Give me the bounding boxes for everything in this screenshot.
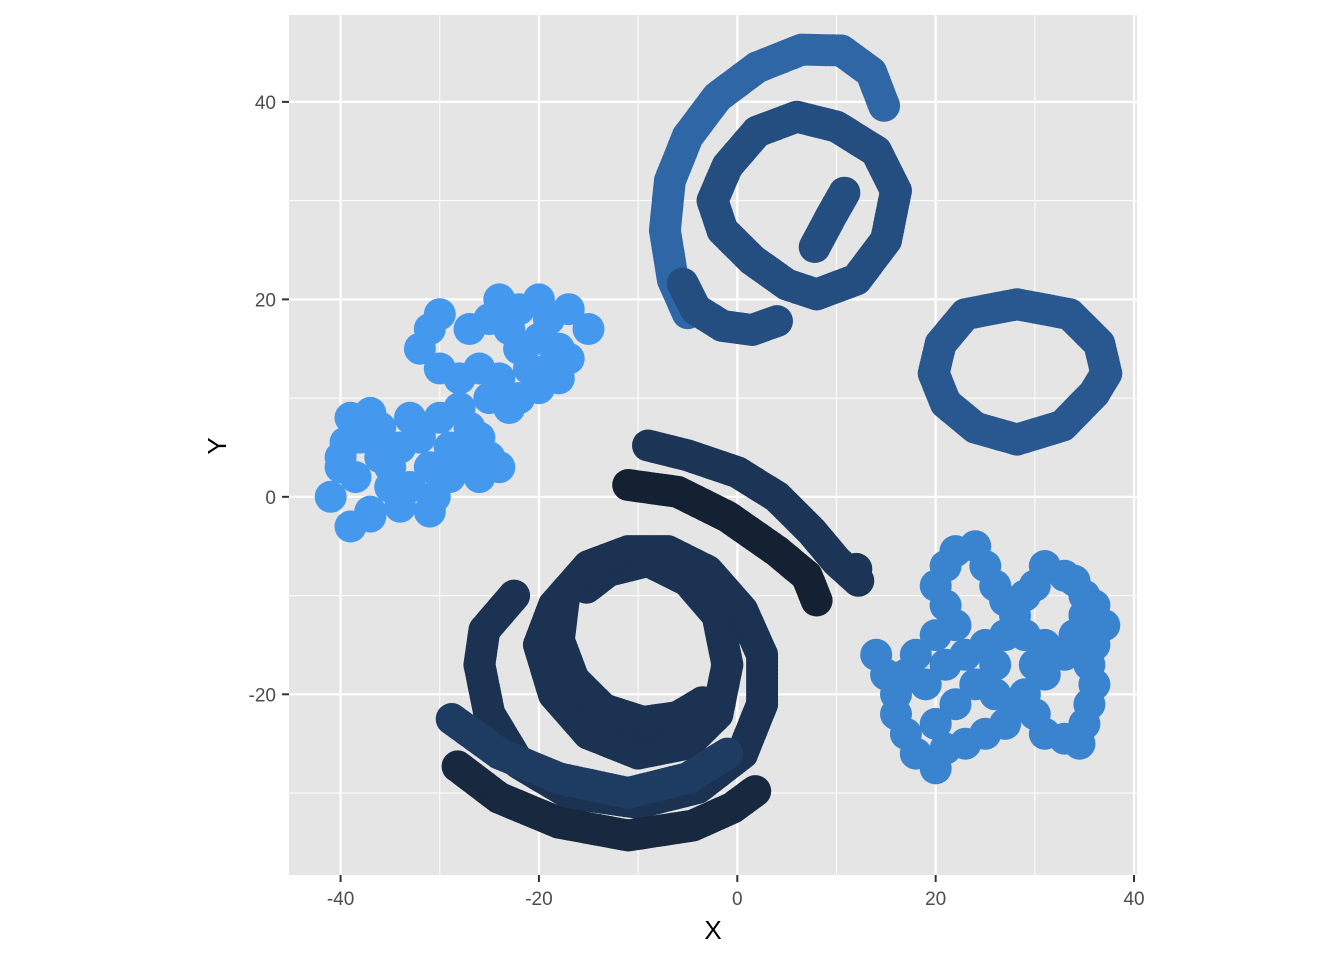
y-axis-title: Y: [202, 437, 232, 454]
x-tick-label: 0: [732, 889, 743, 910]
point-series: [840, 552, 873, 585]
x-axis-ticks: -40 -20 0 20 40: [327, 875, 1145, 910]
data-point: [939, 688, 972, 721]
y-tick-label: -20: [249, 685, 276, 706]
data-point: [493, 313, 526, 345]
data-point: [498, 579, 531, 612]
data-point: [868, 89, 901, 122]
data-point: [314, 480, 347, 513]
data-point: [413, 495, 446, 528]
data-point: [463, 421, 496, 454]
x-axis-title: X: [704, 915, 721, 945]
data-point: [532, 352, 565, 385]
y-tick-label: 0: [265, 488, 276, 509]
point-series: [860, 530, 1121, 785]
data-point: [433, 431, 466, 464]
data-point: [572, 313, 605, 345]
data-point: [828, 176, 861, 209]
x-tick-label: -40: [327, 889, 354, 910]
data-point: [423, 298, 456, 331]
data-point: [840, 552, 873, 585]
data-point: [999, 599, 1031, 632]
data-point: [739, 775, 772, 808]
data-point: [374, 451, 407, 484]
point-series: [798, 176, 861, 263]
point-series: [542, 584, 719, 738]
data-point: [919, 619, 952, 652]
data-point: [1068, 599, 1101, 632]
data-point: [384, 490, 417, 523]
data-point: [423, 352, 456, 385]
data-point: [552, 293, 585, 326]
point-series: [435, 703, 744, 809]
x-tick-label: 40: [1123, 889, 1144, 910]
data-point: [493, 392, 526, 424]
data-point: [959, 668, 992, 701]
data-point: [364, 411, 397, 444]
y-tick-label: 20: [255, 290, 276, 311]
data-point: [324, 441, 357, 474]
data-point: [403, 421, 436, 454]
data-points: [314, 33, 1123, 852]
point-series: [612, 469, 833, 617]
point-series: [441, 750, 772, 852]
data-point: [354, 500, 387, 533]
data-point: [979, 648, 1012, 681]
point-series: [648, 33, 901, 330]
data-point: [666, 267, 699, 300]
point-series: [314, 283, 605, 543]
y-axis-ticks: -20 0 20 40: [249, 93, 289, 706]
data-point: [547, 584, 580, 617]
data-point: [711, 737, 744, 770]
data-point: [1001, 423, 1033, 456]
data-point: [1018, 648, 1051, 681]
x-tick-label: 20: [925, 889, 946, 910]
y-tick-label: 40: [255, 93, 276, 114]
data-point: [800, 278, 833, 311]
data-point: [909, 668, 942, 701]
x-tick-label: -20: [525, 889, 552, 910]
data-point: [919, 707, 952, 740]
data-point: [483, 451, 516, 484]
point-series: [696, 100, 912, 311]
data-point: [1008, 678, 1041, 711]
point-series: [917, 288, 1123, 456]
point-series: [666, 267, 793, 346]
data-point: [433, 461, 466, 494]
data-point: [800, 584, 833, 617]
